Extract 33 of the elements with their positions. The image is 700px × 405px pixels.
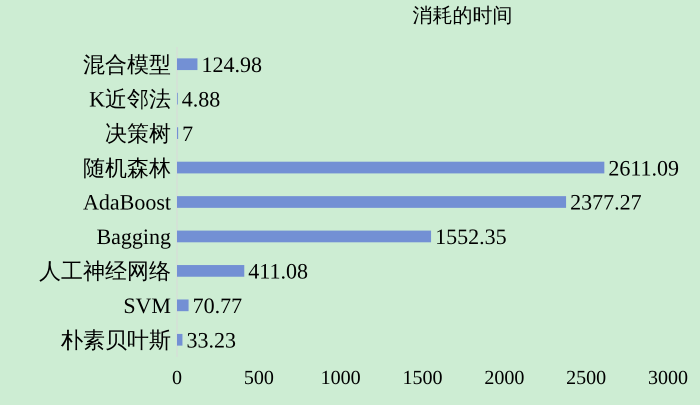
bar: [177, 230, 432, 242]
x-tick-label: 1500: [402, 367, 442, 389]
bar: [177, 265, 244, 277]
y-tick-label: K近邻法: [89, 86, 171, 112]
bar: [177, 58, 198, 70]
data-label: 33.23: [186, 327, 236, 352]
x-tick-label: 2500: [566, 367, 606, 389]
data-label: 2377.27: [570, 190, 642, 215]
y-tick-label: 人工神经网络: [39, 258, 171, 284]
bar: [177, 162, 604, 174]
y-tick-label: SVM: [123, 293, 171, 318]
data-label: 4.88: [182, 86, 220, 112]
y-tick-label: 混合模型: [83, 52, 171, 77]
data-label: 1552.35: [435, 224, 507, 250]
data-label: 7: [182, 120, 194, 146]
x-tick-label: 0: [172, 367, 182, 389]
bar: [177, 196, 566, 208]
data-label: 2611.09: [608, 155, 680, 180]
data-label: 124.98: [201, 52, 262, 77]
bar: [177, 334, 182, 346]
y-tick-label: 随机森林: [83, 155, 171, 180]
x-tick-label: 3000: [648, 367, 688, 389]
y-tick-label: Bagging: [96, 224, 171, 250]
x-tick-label: 500: [244, 367, 274, 389]
y-tick-label: AdaBoost: [83, 190, 171, 215]
x-tick-label: 2000: [484, 367, 524, 389]
data-label: 70.77: [192, 293, 242, 318]
chart-title: 消耗的时间: [412, 5, 512, 27]
y-tick-label: 朴素贝叶斯: [60, 327, 171, 352]
bar: [177, 299, 189, 312]
y-tick-label: 决策树: [105, 120, 171, 146]
x-tick-label: 1000: [320, 367, 361, 389]
data-label: 411.08: [248, 258, 308, 284]
